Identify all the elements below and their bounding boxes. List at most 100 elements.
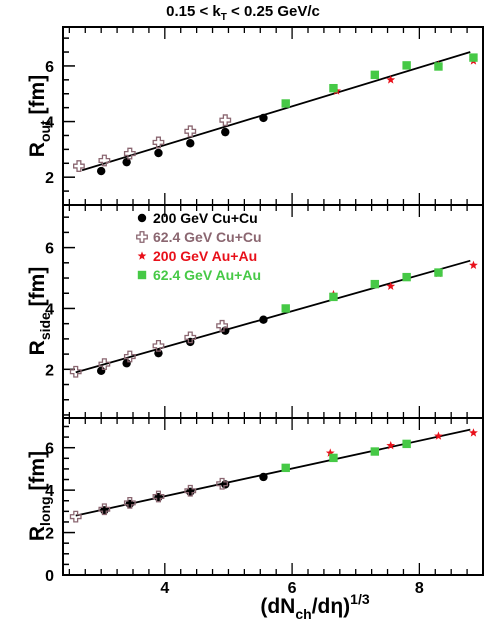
point-cu62 bbox=[73, 160, 85, 172]
point-cu62 bbox=[123, 350, 136, 363]
y-tick-label: 6 bbox=[45, 241, 54, 258]
point-cu62 bbox=[216, 477, 228, 490]
y-tick-label: 4 bbox=[45, 115, 54, 132]
fit-line bbox=[81, 51, 471, 172]
panel-rout: 2 4 6 Rout [fm] bbox=[26, 26, 484, 206]
point-cu62 bbox=[123, 496, 136, 509]
x-tick-label: 4 bbox=[160, 580, 169, 597]
legend: 200 GeV Cu+Cu 62.4 GeV Cu+Cu 200 GeV Au+Au… bbox=[136, 210, 262, 283]
point-cu200 bbox=[259, 315, 268, 324]
point-cu200 bbox=[259, 113, 268, 123]
panel-frame bbox=[62, 417, 484, 576]
point-cu62 bbox=[219, 114, 232, 127]
point-au200 bbox=[325, 448, 335, 457]
chart-title: 0.15 < kT < 0.25 GeV/c bbox=[166, 3, 320, 23]
point-cu62 bbox=[152, 339, 165, 352]
point-au200 bbox=[386, 440, 396, 450]
panel-frame bbox=[62, 26, 484, 206]
point-cu200 bbox=[154, 348, 163, 358]
legend-label: 62.4 GeV Au+Au bbox=[153, 267, 261, 283]
y-ticks: 0 2 4 6 bbox=[45, 425, 75, 585]
point-cu200 bbox=[122, 359, 131, 368]
point-cu62 bbox=[184, 331, 197, 344]
point-au62 bbox=[329, 453, 338, 463]
y-axis-label: Rside [fm] bbox=[26, 267, 53, 356]
point-au62 bbox=[281, 463, 290, 473]
panel-rlong: 0 2 4 6 Rlong [fm] bbox=[26, 417, 484, 585]
point-cu62 bbox=[152, 136, 165, 149]
x-tick-label: 8 bbox=[415, 580, 424, 597]
x-tick-label: 6 bbox=[288, 580, 297, 597]
title-rest: < 0.25 GeV/c bbox=[227, 3, 320, 20]
y-tick-label: 4 bbox=[45, 301, 54, 318]
y-tick-label: 0 bbox=[45, 568, 54, 585]
point-au62 bbox=[402, 439, 411, 449]
point-cu200 bbox=[186, 139, 195, 148]
point-au200 bbox=[434, 431, 443, 440]
point-au62 bbox=[370, 70, 380, 80]
x-tick-marks bbox=[68, 27, 468, 205]
point-au200 bbox=[386, 281, 396, 290]
point-au62 bbox=[281, 99, 290, 108]
point-cu62 bbox=[98, 154, 111, 167]
point-cu62 bbox=[184, 125, 197, 138]
x-axis-label: (dNch/dη)1/3 bbox=[260, 591, 370, 622]
legend-label: 200 GeV Cu+Cu bbox=[153, 210, 258, 226]
panel-frame bbox=[62, 204, 484, 419]
panel-rside: 2 4 6 Rside [fm] bbox=[26, 204, 484, 419]
point-cu200 bbox=[259, 472, 268, 482]
point-cu200 bbox=[137, 213, 147, 223]
point-cu62 bbox=[136, 231, 148, 243]
point-au62 bbox=[469, 53, 478, 62]
title-sub: T bbox=[221, 12, 227, 23]
point-au62 bbox=[329, 292, 338, 302]
x-tick-marks bbox=[68, 205, 468, 418]
point-cu62 bbox=[69, 365, 82, 378]
point-cu62 bbox=[98, 503, 111, 516]
y-tick-label: 4 bbox=[45, 483, 54, 500]
y-tick-label: 6 bbox=[45, 59, 54, 76]
point-cu200 bbox=[96, 366, 106, 376]
point-au62 bbox=[329, 83, 338, 93]
legend-label: 200 GeV Au+Au bbox=[153, 248, 257, 264]
data-points bbox=[69, 428, 478, 523]
y-tick-label: 2 bbox=[45, 526, 54, 543]
point-au200 bbox=[469, 260, 478, 269]
point-cu200 bbox=[154, 148, 163, 158]
point-cu200 bbox=[221, 326, 230, 335]
point-au62 bbox=[370, 279, 380, 289]
point-cu200 bbox=[122, 157, 131, 167]
y-tick-label: 2 bbox=[45, 362, 54, 379]
y-tick-label: 6 bbox=[45, 441, 54, 458]
point-au62 bbox=[434, 268, 443, 277]
point-cu200 bbox=[96, 166, 106, 176]
data-points bbox=[69, 260, 478, 378]
x-tick-marks bbox=[68, 418, 468, 575]
y-axis-label: Rout [fm] bbox=[26, 75, 53, 157]
point-cu62 bbox=[123, 147, 136, 160]
point-au62 bbox=[281, 304, 290, 313]
point-cu62 bbox=[98, 358, 111, 371]
point-cu200 bbox=[221, 127, 230, 137]
point-cu62 bbox=[69, 510, 82, 523]
point-au62 bbox=[434, 62, 443, 71]
point-au200 bbox=[386, 75, 396, 84]
point-au62 bbox=[370, 447, 380, 456]
legend-label: 62.4 GeV Cu+Cu bbox=[153, 229, 262, 245]
point-au200 bbox=[137, 251, 147, 260]
point-cu62 bbox=[216, 319, 228, 332]
data-points bbox=[73, 53, 478, 176]
point-cu62 bbox=[152, 490, 165, 503]
point-cu62 bbox=[184, 484, 197, 497]
point-au62 bbox=[137, 270, 147, 280]
title-main: 0.15 < k bbox=[166, 3, 221, 20]
point-au62 bbox=[402, 272, 411, 282]
point-au200 bbox=[469, 428, 478, 437]
y-tick-label: 2 bbox=[45, 170, 54, 187]
y-axis-label: Rlong [fm] bbox=[26, 451, 53, 541]
x-tick-labels: 4 6 8 bbox=[160, 580, 424, 597]
y-ticks: 2 4 6 bbox=[45, 37, 75, 192]
point-au62 bbox=[402, 61, 411, 70]
